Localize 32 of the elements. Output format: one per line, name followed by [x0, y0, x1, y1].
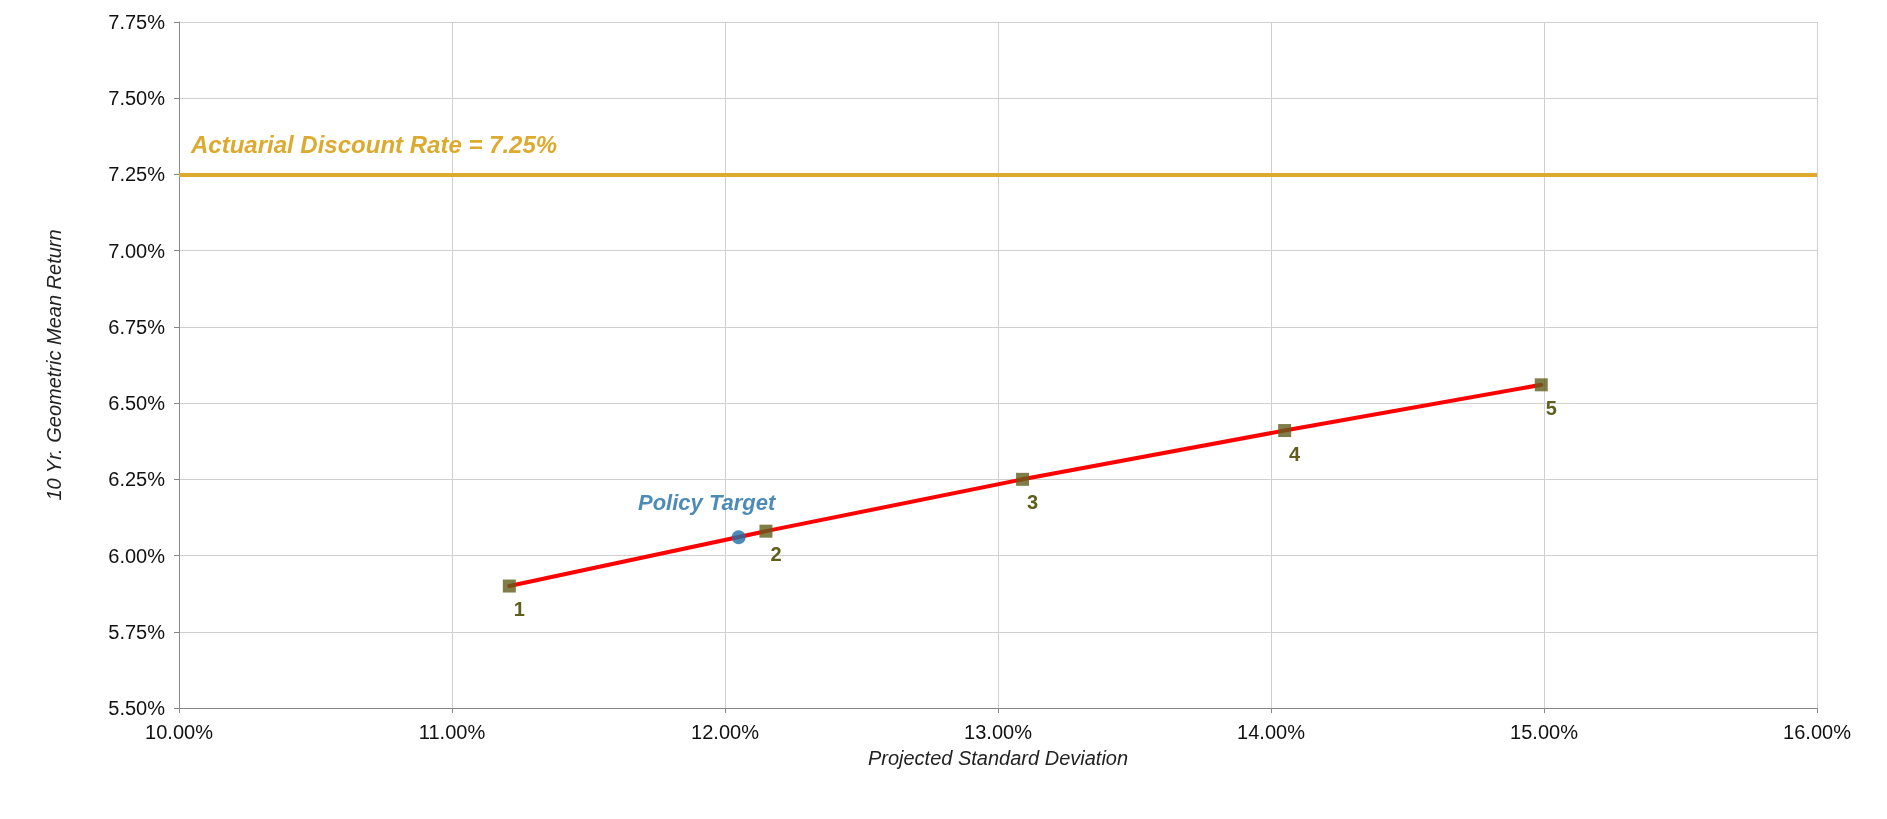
annotation: 4	[1289, 442, 1302, 465]
y-tick-label: 7.00%	[108, 239, 166, 262]
y-tick-label: 6.25%	[108, 468, 166, 491]
x-tick-label: 10.00%	[145, 721, 214, 743]
y-tick-label: 7.50%	[108, 87, 166, 110]
annotation: 2	[770, 543, 782, 566]
y-tick-label: 6.00%	[108, 544, 166, 567]
x-tick-label: 15.00%	[1510, 721, 1579, 743]
annotation: 1	[513, 598, 525, 621]
y-tick-label: 6.75%	[108, 315, 166, 338]
y-axis-title: 10 Yr. Geometric Mean Return	[43, 229, 65, 501]
point	[731, 530, 746, 545]
point	[1278, 424, 1292, 438]
y-tick-label: 5.50%	[108, 697, 166, 719]
annotation: 5	[1545, 396, 1557, 419]
point	[759, 524, 773, 538]
x-tick-label: 16.00%	[1783, 721, 1852, 743]
series-label: Policy Target	[637, 489, 777, 515]
point	[1534, 378, 1548, 392]
x-tick-label: 12.00%	[691, 721, 760, 743]
x-tick-label: 11.00%	[418, 721, 486, 743]
x-tick-label: 13.00%	[964, 721, 1033, 743]
y-tick-label: 7.75%	[108, 11, 166, 33]
point	[1016, 472, 1030, 486]
point	[502, 579, 516, 593]
x-tick-label: 14.00%	[1237, 721, 1306, 743]
x-axis-title: Projected Standard Deviation	[867, 747, 1129, 769]
y-tick-label: 6.50%	[108, 392, 166, 415]
y-tick-label: 7.25%	[108, 163, 166, 186]
annotation: 3	[1027, 491, 1039, 514]
ref-line-label: Actuarial Discount Rate = 7.25%	[190, 130, 558, 158]
y-tick-label: 5.75%	[108, 620, 166, 643]
